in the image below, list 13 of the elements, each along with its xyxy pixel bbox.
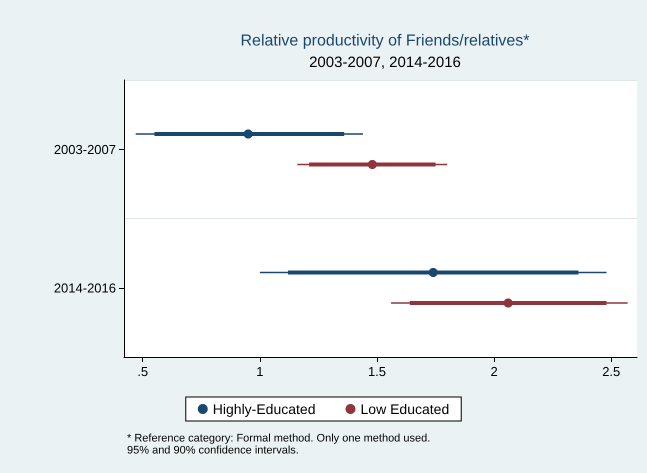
x-tick-label: 1.5	[368, 364, 386, 379]
legend-label: Highly-Educated	[212, 401, 316, 417]
y-tick-label: 2003-2007	[54, 142, 116, 157]
chart-title: Relative productivity of Friends/relatives*	[240, 32, 530, 50]
x-tick-label: 2	[490, 364, 498, 379]
legend-label: Low Educated	[360, 401, 450, 417]
x-tick-label: .5	[137, 364, 148, 379]
chart-subtitle: 2003-2007, 2014-2016	[309, 54, 461, 71]
x-tick-label: 1	[256, 364, 264, 379]
y-tick-label: 2014-2016	[54, 280, 116, 296]
x-tick-label: 2.5	[602, 364, 620, 379]
text: 95% and 90% confidence intervals.	[127, 444, 299, 456]
text: * Reference category: Formal method. Only one method used.	[127, 432, 430, 444]
